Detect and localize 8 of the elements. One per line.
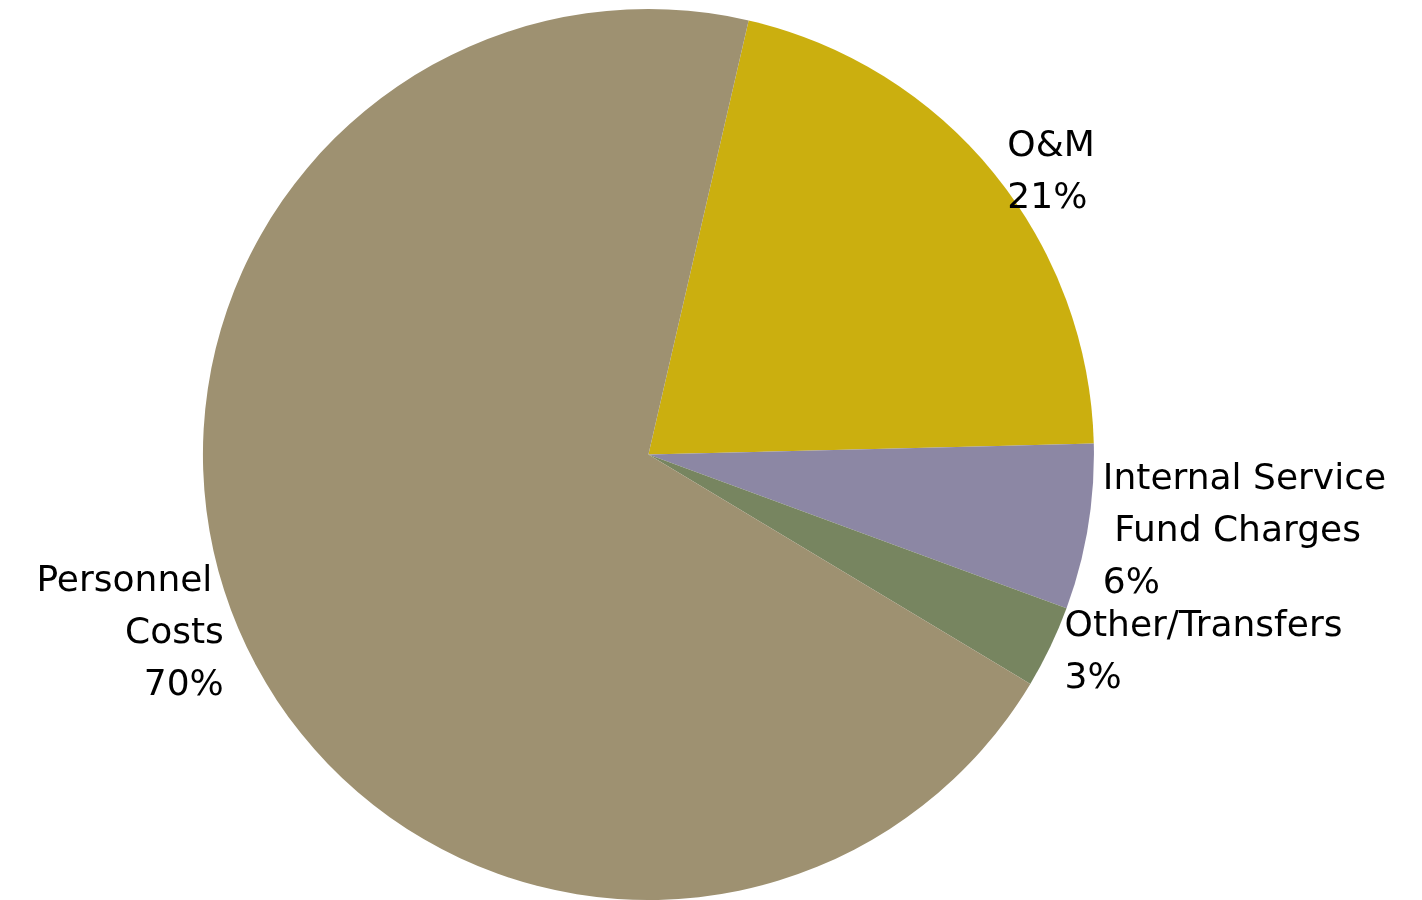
slice-label: Personnel Costs: [36, 558, 224, 652]
data-label: 21%: [1007, 174, 1088, 216]
data-label: 6%: [1102, 559, 1160, 601]
slice-label: Internal Service Fund Charges: [1102, 455, 1387, 549]
slice-label: O&M: [1007, 122, 1095, 164]
data-label: 3%: [1064, 655, 1122, 697]
data-label: 70%: [143, 662, 224, 704]
slice-label: Other/Transfers: [1064, 603, 1343, 645]
